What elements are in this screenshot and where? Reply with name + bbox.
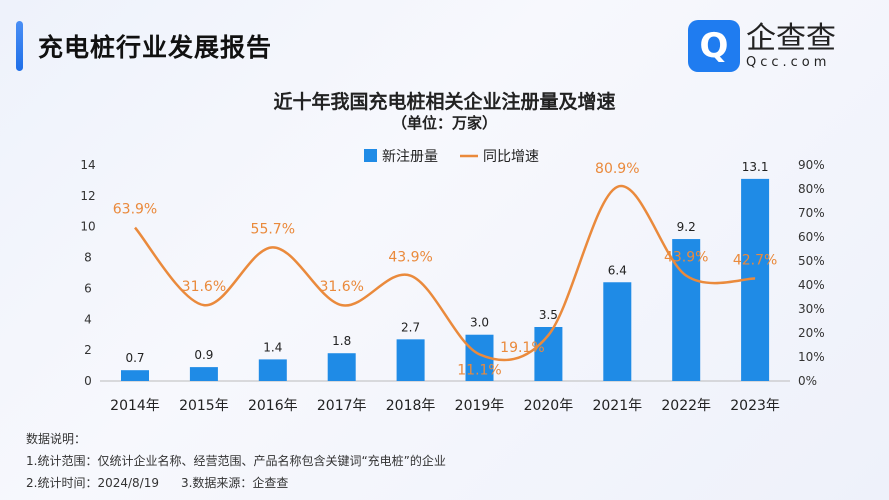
left-axis-tick: 4 [84,312,92,326]
qcc-logo: Q 企查查 Qcc.com [688,20,836,72]
line-label: 55.7% [251,221,295,237]
bar [189,367,218,381]
chart-title: 近十年我国充电桩相关企业注册量及增速 [273,91,616,113]
x-tick-label: 2023年 [730,398,780,414]
title-accent-bar [16,21,23,71]
notes-heading: 数据说明： [26,432,87,446]
line-label: 42.7% [733,253,777,269]
legend-line-label: 同比增速 [483,149,539,165]
bar [672,239,701,381]
chart: 新注册量 同比增速 0 2 4 6 8 10 12 14 0% 10% 20% 30% 40% 50% 60% 7… [80,149,825,414]
logo-name: 企查查 [746,20,836,56]
right-axis-tick: 30% [798,302,825,316]
x-tick-label: 2020年 [524,398,574,414]
x-tick-label: 2018年 [386,398,436,414]
right-axis-tick: 70% [798,206,825,220]
x-tick-label: 2017年 [317,398,367,414]
left-axis-tick: 8 [84,251,92,265]
growth-line [134,184,756,362]
legend-bar-label: 新注册量 [382,149,438,165]
right-axis-tick: 40% [798,278,825,292]
bar [603,282,632,381]
legend-bar-swatch [364,149,377,162]
left-axis-tick: 14 [80,158,95,172]
notes-line3: 3.数据来源：企查查 [180,476,289,490]
bar [258,359,287,381]
left-axis-tick: 10 [80,220,95,234]
bar [121,370,149,381]
bar-label: 0.7 [125,351,144,365]
bar-label: 3.0 [470,316,489,330]
x-tick-label: 2016年 [248,398,298,414]
line-label: 11.1% [457,362,501,378]
bar-label: 1.8 [332,334,351,348]
line-label: 63.9% [113,202,157,218]
bar-label: 0.9 [194,348,213,362]
bar-label: 3.5 [539,308,558,322]
line-label: 80.9% [595,161,639,177]
bar [396,339,425,381]
x-tick-label: 2021年 [592,398,642,414]
line-label: 31.6% [182,279,226,295]
data-notes: 数据说明： 1.统计范围：仅统计企业名称、经营范围、产品名称包含关键词“充电桩”… [26,428,446,494]
bar-label: 13.1 [742,160,769,174]
chart-subtitle: （单位：万家） [391,114,497,132]
line-label: 19.1% [500,340,544,356]
page-title: 充电桩行业发展报告 [38,33,273,62]
x-tick-label: 2015年 [179,398,229,414]
notes-line1: 1.统计范围：仅统计企业名称、经营范围、产品名称包含关键词“充电桩”的企业 [26,454,446,468]
bar-label: 1.4 [263,340,282,354]
right-axis-tick: 10% [798,350,825,364]
logo-domain: Qcc.com [746,54,831,70]
notes-line2: 2.统计时间：2024/8/19 [26,476,159,490]
left-axis-tick: 12 [80,189,95,203]
line-label: 31.6% [319,279,363,295]
x-tick-label: 2022年 [661,398,711,414]
right-axis-tick: 0% [798,374,817,388]
left-axis-tick: 2 [84,343,92,357]
left-axis-tick: 6 [84,281,92,295]
right-axis-tick: 60% [798,230,825,244]
line-label: 43.9% [388,250,432,266]
x-tick-label: 2019年 [455,398,505,414]
left-axis-tick: 0 [84,374,92,388]
right-axis-tick: 80% [798,182,825,196]
bar-label: 9.2 [677,220,696,234]
right-axis-tick: 20% [798,326,825,340]
line-label: 43.9% [664,250,708,266]
right-axis-tick: 90% [798,158,825,172]
bar [327,353,356,381]
right-axis-tick: 50% [798,254,825,268]
bar-label: 6.4 [608,263,627,277]
x-tick-label: 2014年 [110,398,160,414]
bar-label: 2.7 [401,320,420,334]
qcc-logo-icon: Q [688,20,740,72]
